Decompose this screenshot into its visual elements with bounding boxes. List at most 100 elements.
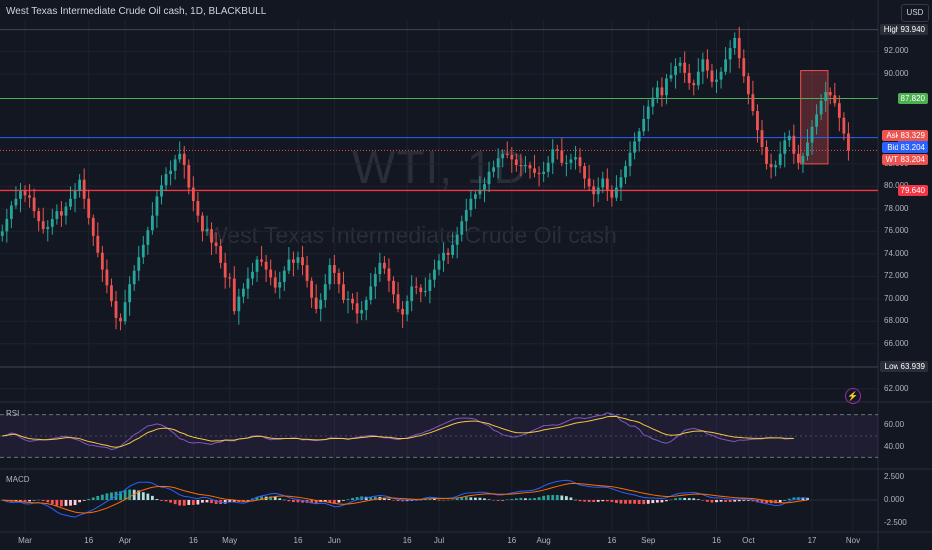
macd-histogram-bar	[751, 500, 755, 502]
macd-histogram-bar	[555, 495, 559, 500]
candle-body	[505, 153, 509, 155]
high-label: High	[880, 24, 904, 36]
candle-body	[23, 190, 27, 196]
candle-body	[292, 259, 295, 263]
macd-histogram-bar	[146, 493, 150, 500]
macd-histogram-bar	[105, 493, 109, 500]
macd-histogram-bar	[401, 500, 405, 502]
macd-histogram-bar	[778, 500, 782, 503]
candle-body	[473, 194, 477, 199]
candle-body	[64, 206, 68, 216]
macd-histogram-bar	[182, 500, 186, 506]
candle-body	[687, 72, 691, 83]
bid-value-tag: 83.204	[897, 142, 928, 153]
macd-histogram-bar	[73, 500, 77, 506]
macd-histogram-bar	[783, 500, 787, 501]
candle-body	[282, 270, 286, 282]
candle-body	[137, 257, 141, 271]
candle-body	[414, 286, 418, 288]
macd-histogram-bar	[373, 496, 377, 500]
macd-histogram-bar	[82, 500, 86, 501]
candle-body	[783, 140, 787, 154]
candle-body	[351, 298, 354, 304]
high-value-tag: 93.940	[897, 24, 928, 36]
macd-histogram-bar	[396, 500, 400, 502]
macd-histogram-bar	[110, 492, 113, 500]
candle-body	[769, 163, 773, 168]
symbol-label: WTI	[882, 154, 904, 165]
macd-histogram-bar	[528, 498, 532, 500]
macd-panel-title: MACD	[6, 475, 30, 484]
candle-body	[55, 211, 59, 219]
macd-histogram-bar	[473, 497, 477, 500]
candle-body	[9, 205, 13, 219]
macd-histogram-bar	[210, 500, 213, 504]
macd-histogram-bar	[173, 500, 177, 505]
candle-body	[501, 153, 505, 159]
candle-body	[446, 252, 450, 255]
candle-body	[46, 226, 50, 230]
macd-histogram-bar	[273, 496, 277, 500]
macd-histogram-bar	[660, 500, 664, 503]
macd-histogram-bar	[301, 500, 304, 503]
candle-body	[492, 167, 496, 172]
candle-body	[264, 261, 268, 270]
macd-histogram-bar	[37, 499, 41, 501]
candle-body	[160, 185, 163, 197]
candle-body	[28, 195, 31, 198]
macd-histogram-bar	[137, 490, 141, 500]
macd-histogram-bar	[464, 496, 468, 500]
macd-histogram-bar	[787, 498, 791, 500]
candle-body	[815, 114, 818, 127]
macd-histogram-bar	[201, 500, 204, 503]
candle-body	[487, 171, 491, 185]
macd-histogram-bar	[524, 498, 527, 500]
price-tick-label: 92.000	[884, 46, 909, 56]
candle-body	[19, 190, 22, 199]
lightning-icon[interactable]: ⚡	[845, 388, 861, 404]
candle-body	[660, 87, 664, 96]
candle-body	[483, 184, 486, 190]
macd-histogram-bar	[678, 497, 682, 500]
candle-body	[433, 269, 436, 280]
candle-body	[214, 242, 218, 246]
currency-button[interactable]: USD	[901, 4, 929, 22]
candle-body	[564, 162, 568, 164]
candle-body	[196, 201, 200, 216]
macd-histogram-bar	[705, 500, 709, 502]
candle-body	[346, 298, 350, 300]
macd-histogram-bar	[478, 497, 482, 500]
candle-body	[796, 153, 800, 163]
candle-body	[583, 166, 586, 179]
candle-body	[355, 303, 359, 314]
price-tick-label: 80.000	[884, 181, 909, 191]
candle-body	[100, 252, 104, 270]
candle-body	[551, 149, 555, 163]
macd-histogram-bar	[187, 500, 191, 505]
macd-histogram-bar	[492, 500, 496, 501]
watermark-description: West Texas Intermediate Crude Oil cash	[206, 222, 617, 248]
candle-body	[442, 252, 445, 261]
candle-body	[792, 135, 796, 154]
candle-body	[60, 211, 63, 216]
macd-histogram-bar	[392, 500, 395, 501]
candle-body	[724, 59, 728, 72]
price-tick-label: 70.000	[884, 293, 909, 303]
macd-histogram-bar	[69, 500, 72, 506]
candle-body	[715, 79, 718, 82]
macd-histogram-bar	[405, 500, 409, 502]
highlight-box	[800, 70, 829, 165]
price-tick-label: 68.000	[884, 316, 909, 326]
low-value-tag: 63.939	[897, 361, 928, 373]
candle-body	[746, 76, 750, 95]
macd-histogram-bar	[728, 500, 732, 502]
macd-histogram-bar	[55, 500, 59, 506]
candle-body	[164, 174, 168, 186]
candle-body	[223, 262, 227, 278]
macd-histogram-bar	[141, 492, 145, 500]
macd-histogram-bar	[683, 497, 687, 500]
candle-body	[378, 262, 382, 275]
macd-histogram-bar	[583, 500, 586, 502]
